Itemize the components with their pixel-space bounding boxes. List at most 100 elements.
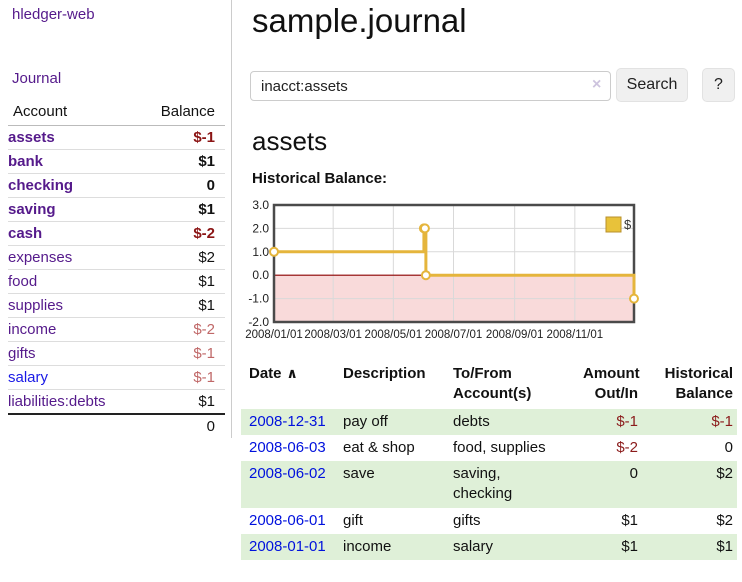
- account-balance: $-2: [134, 317, 225, 342]
- svg-text:2008/03/01: 2008/03/01: [304, 329, 362, 341]
- account-balance: $1: [134, 149, 225, 174]
- sidebar-divider: [231, 0, 232, 438]
- register-header-balance: Historical Balance: [664, 365, 733, 403]
- svg-text:$: $: [624, 217, 632, 232]
- accounts-total-value: 0: [134, 413, 225, 438]
- account-balance: 0: [134, 173, 225, 198]
- account-link[interactable]: food: [8, 273, 38, 290]
- svg-text:-2.0: -2.0: [248, 315, 269, 329]
- account-link[interactable]: income: [8, 321, 57, 338]
- account-link[interactable]: assets: [8, 129, 55, 146]
- transaction-amount: $1: [621, 511, 638, 529]
- clear-search-icon[interactable]: ×: [592, 76, 602, 93]
- account-row: income $-2: [8, 317, 225, 342]
- accounts-table-body: assets $-1 bank $1 checking 0 saving $1 cash $-2 e…: [8, 126, 225, 438]
- account-link[interactable]: liabilities:debts: [8, 393, 106, 410]
- account-link[interactable]: gifts: [8, 345, 36, 362]
- transaction-amount: $1: [575, 533, 642, 560]
- transaction-date-link[interactable]: 2008-06-03: [249, 438, 326, 456]
- account-row: liabilities:debts $1: [8, 389, 225, 414]
- transaction-balance: $2: [716, 511, 733, 529]
- account-row: supplies $1: [8, 293, 225, 318]
- transaction-description: income: [335, 533, 445, 560]
- search-input[interactable]: [250, 71, 611, 101]
- transaction-accounts: food, supplies: [453, 438, 546, 456]
- svg-text:1.0: 1.0: [252, 245, 269, 259]
- account-link[interactable]: cash: [8, 225, 43, 242]
- register-header-description: Description: [343, 365, 426, 382]
- search-button[interactable]: Search: [616, 68, 688, 102]
- historical-balance-chart: $3.0 2.0 1.0 0.0 -1.0 -2.0 2008/01/01 2008/03/0…: [240, 198, 742, 348]
- svg-text:-1.0: -1.0: [248, 292, 269, 306]
- help-button[interactable]: ?: [702, 68, 735, 102]
- accounts-header-account: Account: [8, 100, 135, 126]
- account-balance: $1: [134, 389, 225, 414]
- svg-text:2008/05/01: 2008/05/01: [365, 329, 423, 341]
- transaction-balance: 0: [724, 438, 733, 456]
- transaction-description: save: [335, 461, 445, 508]
- account-row: bank $1: [8, 149, 225, 174]
- account-balance: $-1: [134, 341, 225, 366]
- account-balance: $1: [134, 197, 225, 222]
- account-balance: $-1: [193, 129, 215, 146]
- account-row: expenses $2: [8, 245, 225, 270]
- transaction-description: pay off: [335, 408, 445, 435]
- account-link[interactable]: checking: [8, 177, 74, 194]
- register-header-accounts: To/From Account(s): [453, 365, 532, 403]
- app-brand-link[interactable]: hledger-web: [12, 6, 95, 23]
- transaction-date-link[interactable]: 2008-12-31: [249, 412, 326, 430]
- account-row: saving $1: [8, 197, 225, 222]
- transaction-date-link[interactable]: 2008-06-01: [249, 511, 326, 529]
- account-link[interactable]: saving: [8, 201, 56, 218]
- transaction-balance: $1: [642, 533, 737, 560]
- register-row: 2008-12-31 pay off debts $-1 $-1: [241, 408, 737, 435]
- register-table-body: 2008-12-31 pay off debts $-1 $-1 2008-06-03 ea…: [241, 408, 737, 560]
- account-row: gifts $-1: [8, 341, 225, 366]
- account-row: assets $-1: [8, 126, 225, 150]
- register-row: 2008-06-02 save saving, checking 0 $2: [241, 461, 737, 508]
- account-row: salary $-1: [8, 365, 225, 390]
- account-link[interactable]: supplies: [8, 297, 64, 314]
- account-balance: $2: [134, 245, 225, 270]
- account-link[interactable]: bank: [8, 153, 44, 170]
- accounts-header-balance: Balance: [134, 100, 225, 126]
- transaction-description: gift: [343, 511, 364, 529]
- transaction-accounts: saving, checking: [445, 461, 575, 508]
- transaction-description: eat & shop: [343, 438, 415, 456]
- svg-text:3.0: 3.0: [252, 198, 269, 212]
- register-table: Date ∧ Description To/From Account(s) Amo…: [241, 362, 737, 560]
- transaction-date-link[interactable]: 2008-06-02: [249, 465, 326, 482]
- svg-text:2008/11/01: 2008/11/01: [546, 329, 603, 341]
- transaction-accounts: debts: [445, 408, 575, 435]
- transaction-balance: $-1: [642, 408, 737, 435]
- transaction-amount: $-1: [575, 408, 642, 435]
- account-balance: $1: [134, 293, 225, 318]
- account-row: checking 0: [8, 173, 225, 198]
- transaction-balance: $2: [642, 461, 737, 508]
- register-row: 2008-01-01 income salary $1 $1: [241, 533, 737, 560]
- page-title: sample.journal: [252, 2, 467, 39]
- transaction-date-link[interactable]: 2008-01-01: [249, 537, 326, 555]
- transaction-accounts: salary: [445, 533, 575, 560]
- register-row: 2008-06-01 gift gifts $1 $2: [241, 508, 737, 534]
- account-link[interactable]: salary: [8, 369, 49, 386]
- account-balance: $-1: [134, 365, 225, 390]
- svg-text:2008/09/01: 2008/09/01: [486, 329, 544, 341]
- nav-journal-link[interactable]: Journal: [12, 70, 62, 87]
- transaction-amount: $-2: [616, 438, 638, 456]
- accounts-table: Account Balance assets $-1 bank $1 checking 0…: [8, 100, 225, 438]
- account-balance: $1: [134, 269, 225, 294]
- chart-title: Historical Balance:: [252, 170, 388, 187]
- register-header-date[interactable]: Date ∧: [249, 365, 298, 382]
- register-row: 2008-06-03 eat & shop food, supplies $-2 0: [241, 435, 737, 461]
- transaction-accounts: gifts: [453, 511, 481, 529]
- account-link[interactable]: expenses: [8, 249, 73, 266]
- account-balance: $-2: [134, 221, 225, 246]
- transaction-amount: 0: [575, 461, 642, 508]
- account-row: cash $-2: [8, 221, 225, 246]
- account-heading: assets: [252, 126, 328, 156]
- svg-text:2.0: 2.0: [252, 221, 269, 235]
- sort-ascending-icon: ∧: [286, 365, 298, 381]
- accounts-total-row: 0: [8, 413, 225, 438]
